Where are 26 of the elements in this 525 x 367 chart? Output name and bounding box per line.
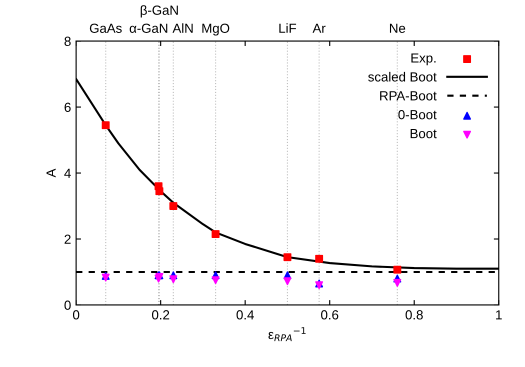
x-tick-label: 0.8 xyxy=(406,310,423,320)
y-tick-label: 0 xyxy=(64,300,71,310)
y-tick-label: 2 xyxy=(64,234,71,244)
x-tick-label: 1 xyxy=(496,310,502,320)
legend-label: Exp. xyxy=(411,53,436,66)
x-tick-label: 0.2 xyxy=(152,310,170,320)
legend-label: RPA-Boot xyxy=(380,91,437,100)
ref-line-label: MgO xyxy=(202,24,230,36)
x-tick-label: 0 xyxy=(72,310,80,320)
x-axis-title: ε$_{RPA}$$^{−1}$ xyxy=(268,327,306,342)
ref-line-label: β-GaN xyxy=(140,5,178,18)
y-tick-label: 8 xyxy=(64,36,71,46)
ref-line-label: α-GaN xyxy=(130,24,168,33)
x-tick-label: 0.4 xyxy=(236,310,254,320)
ref-line-label: Ne xyxy=(390,24,406,33)
legend-label: 0-Boot xyxy=(398,110,437,120)
ref-line-label: AlN xyxy=(172,23,193,33)
legend-label: Boot xyxy=(410,129,437,138)
y-tick-label: 4 xyxy=(64,168,71,178)
legend-label: scaled Boot xyxy=(368,72,437,82)
ref-line-label: GaAs xyxy=(90,24,122,33)
ref-line-label: Ar xyxy=(312,24,326,33)
ref-line-label: LiF xyxy=(279,23,296,33)
x-tick-label: 0.6 xyxy=(321,310,338,320)
y-tick-label: 6 xyxy=(64,102,71,112)
y-axis-title: A xyxy=(46,168,56,178)
